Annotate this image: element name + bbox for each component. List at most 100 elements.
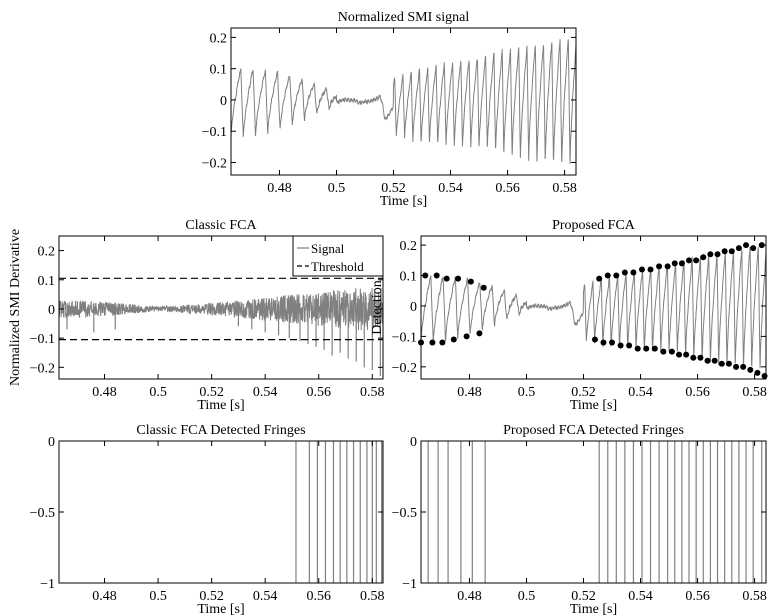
plot-area	[231, 39, 576, 164]
min-marker	[643, 345, 650, 352]
max-marker	[678, 260, 685, 267]
max-marker	[613, 272, 620, 279]
y-tick-label: −0.1	[392, 330, 417, 345]
axes-frame	[420, 235, 767, 380]
y-axis-label: Detection	[370, 280, 385, 334]
y-tick-label: −0.1	[30, 332, 55, 347]
min-marker	[600, 339, 607, 346]
max-marker	[467, 278, 474, 285]
min-marker	[651, 345, 658, 352]
min-marker	[617, 342, 624, 349]
max-marker	[630, 269, 637, 276]
plot-area	[295, 441, 383, 583]
x-tick-label: 0.48	[92, 589, 117, 604]
min-marker	[718, 360, 725, 367]
max-marker	[433, 272, 440, 279]
x-tick-label: 0.5	[518, 589, 536, 604]
x-tick-label: 0.58	[742, 385, 767, 400]
chart-title: Proposed FCA Detected Fringes	[503, 423, 684, 438]
max-marker	[604, 272, 611, 279]
max-marker	[443, 275, 450, 282]
min-marker	[740, 363, 747, 370]
series-line	[231, 39, 576, 164]
x-tick-label: 0.54	[438, 181, 463, 196]
min-marker	[733, 363, 740, 370]
y-tick-label: 0.1	[210, 63, 228, 78]
x-tick-label: 0.56	[306, 385, 331, 400]
legend-threshold-label: Threshold	[311, 259, 364, 274]
x-tick-label: 0.54	[253, 385, 278, 400]
x-axis-label: Time [s]	[380, 194, 427, 209]
min-marker	[761, 372, 768, 379]
chart-top: 0.48 0.5 0.52 0.54 0.56 0.58 −0.2 −0.1 0 0.1 0.2 No…	[202, 10, 577, 209]
plot-area	[59, 277, 383, 377]
x-tick-label: 0.5	[518, 385, 536, 400]
series-line	[421, 246, 766, 369]
min-marker	[676, 351, 683, 358]
chart-proposed: 0.48 0.5 0.52 0.54 0.56 0.58 −0.2 −0.1 0 0.1 0.2 Pr…	[370, 218, 768, 413]
chart-classic_fringes: 0.48 0.5 0.52 0.54 0.56 0.58 −1 −0.5 0 Classic FC…	[30, 423, 385, 616]
max-marker	[480, 284, 487, 291]
min-marker	[747, 366, 754, 373]
x-axis-label: Time [s]	[197, 602, 244, 616]
max-marker	[596, 275, 603, 282]
axes-frame	[58, 440, 384, 584]
max-marker	[750, 245, 757, 252]
y-tick-label: −0.5	[392, 506, 417, 521]
max-marker	[656, 263, 663, 270]
y-tick-label: 0	[410, 300, 417, 315]
x-tick-label: 0.52	[381, 181, 406, 196]
x-tick-label: 0.56	[306, 589, 331, 604]
chart-title: Proposed FCA	[552, 218, 636, 233]
plot-area	[421, 246, 766, 369]
min-marker	[463, 333, 470, 340]
min-marker	[660, 348, 667, 355]
y-tick-label: 0.2	[210, 31, 228, 46]
min-marker	[476, 330, 483, 337]
y-tick-label: −0.1	[202, 125, 227, 140]
x-axis-label: Time [s]	[570, 398, 617, 413]
max-marker	[455, 275, 462, 282]
min-marker	[668, 348, 675, 355]
max-marker	[735, 245, 742, 252]
x-tick-label: 0.48	[267, 181, 292, 196]
min-marker	[429, 339, 436, 346]
x-axis-label: Time [s]	[197, 398, 244, 413]
y-tick-label: 0.1	[38, 274, 56, 289]
max-marker	[707, 251, 714, 258]
max-marker	[664, 263, 671, 270]
x-tick-label: 0.5	[149, 385, 167, 400]
axes-frame	[58, 235, 384, 380]
max-marker	[700, 254, 707, 261]
x-tick-label: 0.56	[495, 181, 520, 196]
min-marker	[683, 351, 690, 358]
y-tick-label: −0.2	[392, 361, 417, 376]
x-tick-label: 0.48	[457, 589, 482, 604]
x-axis-label: Time [s]	[570, 602, 617, 616]
plot-area	[427, 441, 763, 583]
x-tick-label: 0.52	[199, 385, 224, 400]
x-tick-label: 0.52	[199, 589, 224, 604]
x-tick-label: 0.5	[149, 589, 167, 604]
x-tick-label: 0.58	[360, 385, 385, 400]
y-tick-label: 0.2	[400, 239, 418, 254]
axes-frame	[230, 27, 577, 176]
x-tick-label: 0.58	[360, 589, 385, 604]
series-signal	[59, 287, 383, 332]
y-tick-label: 0	[48, 435, 55, 450]
legend-box	[292, 235, 384, 277]
chart-title: Classic FCA	[185, 218, 257, 233]
max-marker	[693, 257, 700, 264]
x-tick-label: 0.56	[685, 589, 710, 604]
chart-title: Normalized SMI signal	[338, 10, 470, 25]
x-tick-label: 0.48	[457, 385, 482, 400]
max-marker	[647, 266, 654, 273]
chart-proposed_fringes: 0.48 0.5 0.52 0.54 0.56 0.58 −1 −0.5 0 Proposed F…	[392, 423, 767, 616]
min-marker	[690, 354, 697, 361]
max-marker	[621, 269, 628, 276]
max-marker	[721, 248, 728, 255]
y-tick-label: −0.2	[202, 156, 227, 171]
x-tick-label: 0.56	[685, 385, 710, 400]
y-tick-label: 0.2	[38, 245, 56, 260]
x-tick-label: 0.52	[571, 385, 596, 400]
